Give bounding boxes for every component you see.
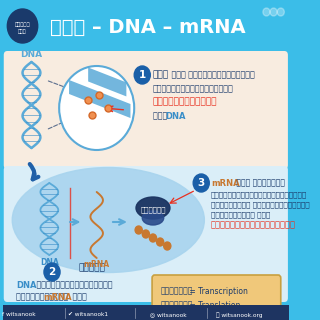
Text: ถอดรหัส: ถอดรหัส [160, 286, 193, 295]
Text: 3: 3 [198, 178, 205, 188]
Circle shape [142, 230, 149, 238]
Text: ยีน: ยีน [153, 70, 169, 79]
Text: ไปอยู่ในรูป: ไปอยู่ในรูป [16, 292, 71, 301]
Circle shape [270, 8, 277, 16]
Text: ได้: ได้ [70, 292, 87, 301]
Text: พันธุกรรม เพื่อให้เซลล์: พันธุกรรม เพื่อให้เซลล์ [211, 202, 310, 208]
Text: แปลรหัสยีน และ: แปลรหัสยีน และ [211, 212, 270, 218]
Text: แปลรหัส: แปลรหัส [160, 300, 193, 309]
Ellipse shape [142, 211, 164, 225]
Text: DNA: DNA [40, 258, 59, 267]
Text: mRNA: mRNA [43, 292, 72, 301]
Circle shape [59, 66, 134, 150]
Text: mRNA: mRNA [84, 260, 110, 269]
Text: ผ่านกระบวนการถอดรหัส: ผ่านกระบวนการถอดรหัส [16, 305, 111, 314]
Text: วิทยา: วิทยา [15, 21, 30, 27]
Circle shape [193, 174, 209, 192]
Text: ⌖ witsanook.org: ⌖ witsanook.org [216, 312, 263, 318]
Text: f witsanook: f witsanook [2, 313, 36, 317]
Text: คือ หน่วยพันธุกรรม: คือ หน่วยพันธุกรรม [169, 70, 255, 79]
Text: DNA: DNA [165, 111, 186, 121]
Text: ยีน – DNA – mRNA: ยีน – DNA – mRNA [50, 18, 245, 36]
FancyBboxPatch shape [152, 275, 281, 319]
Circle shape [277, 8, 284, 16]
Circle shape [135, 226, 142, 234]
Text: = Translation: = Translation [187, 300, 240, 309]
Circle shape [156, 238, 164, 246]
Text: โปรตีน: โปรตีน [140, 207, 166, 213]
Ellipse shape [136, 197, 170, 219]
Text: = Transcription: = Transcription [187, 286, 248, 295]
Circle shape [164, 242, 171, 250]
Text: ที่อยู่ในรูปลำดับ: ที่อยู่ในรูปลำดับ [153, 84, 234, 93]
Ellipse shape [12, 167, 204, 273]
FancyBboxPatch shape [4, 166, 288, 302]
Text: เซลล์: เซลล์ [79, 263, 106, 273]
FancyBboxPatch shape [4, 51, 288, 169]
Polygon shape [88, 68, 126, 96]
Text: DNA: DNA [20, 50, 43, 59]
Text: สามารถถ่ายข้อมูล: สามารถถ่ายข้อมูล [34, 281, 113, 290]
FancyBboxPatch shape [3, 0, 289, 52]
Circle shape [134, 66, 150, 84]
Circle shape [263, 8, 270, 16]
Text: mRNA: mRNA [211, 179, 240, 188]
Circle shape [7, 9, 38, 43]
Polygon shape [69, 80, 131, 118]
Circle shape [149, 234, 156, 242]
Text: นิวคลีโอไทด์: นิวคลีโอไทด์ [153, 98, 218, 107]
Text: นัก: นัก [18, 28, 27, 34]
Text: คือ ตัวกลาง: คือ ตัวกลาง [234, 179, 285, 188]
Text: ของ: ของ [153, 111, 170, 121]
FancyBboxPatch shape [3, 305, 289, 320]
Text: ✔ witsanook1: ✔ witsanook1 [68, 313, 108, 317]
Text: 1: 1 [139, 70, 146, 80]
Text: สั่งเคราะห์โปรตีน: สั่งเคราะห์โปรตีน [211, 220, 296, 229]
Circle shape [44, 263, 60, 281]
Text: DNA: DNA [16, 281, 37, 290]
Text: ◎ witsanook: ◎ witsanook [150, 313, 187, 317]
Text: ในการเปลี่ยนถ่ายข้อมูล: ในการเปลี่ยนถ่ายข้อมูล [211, 192, 307, 198]
Text: 2: 2 [48, 267, 56, 277]
